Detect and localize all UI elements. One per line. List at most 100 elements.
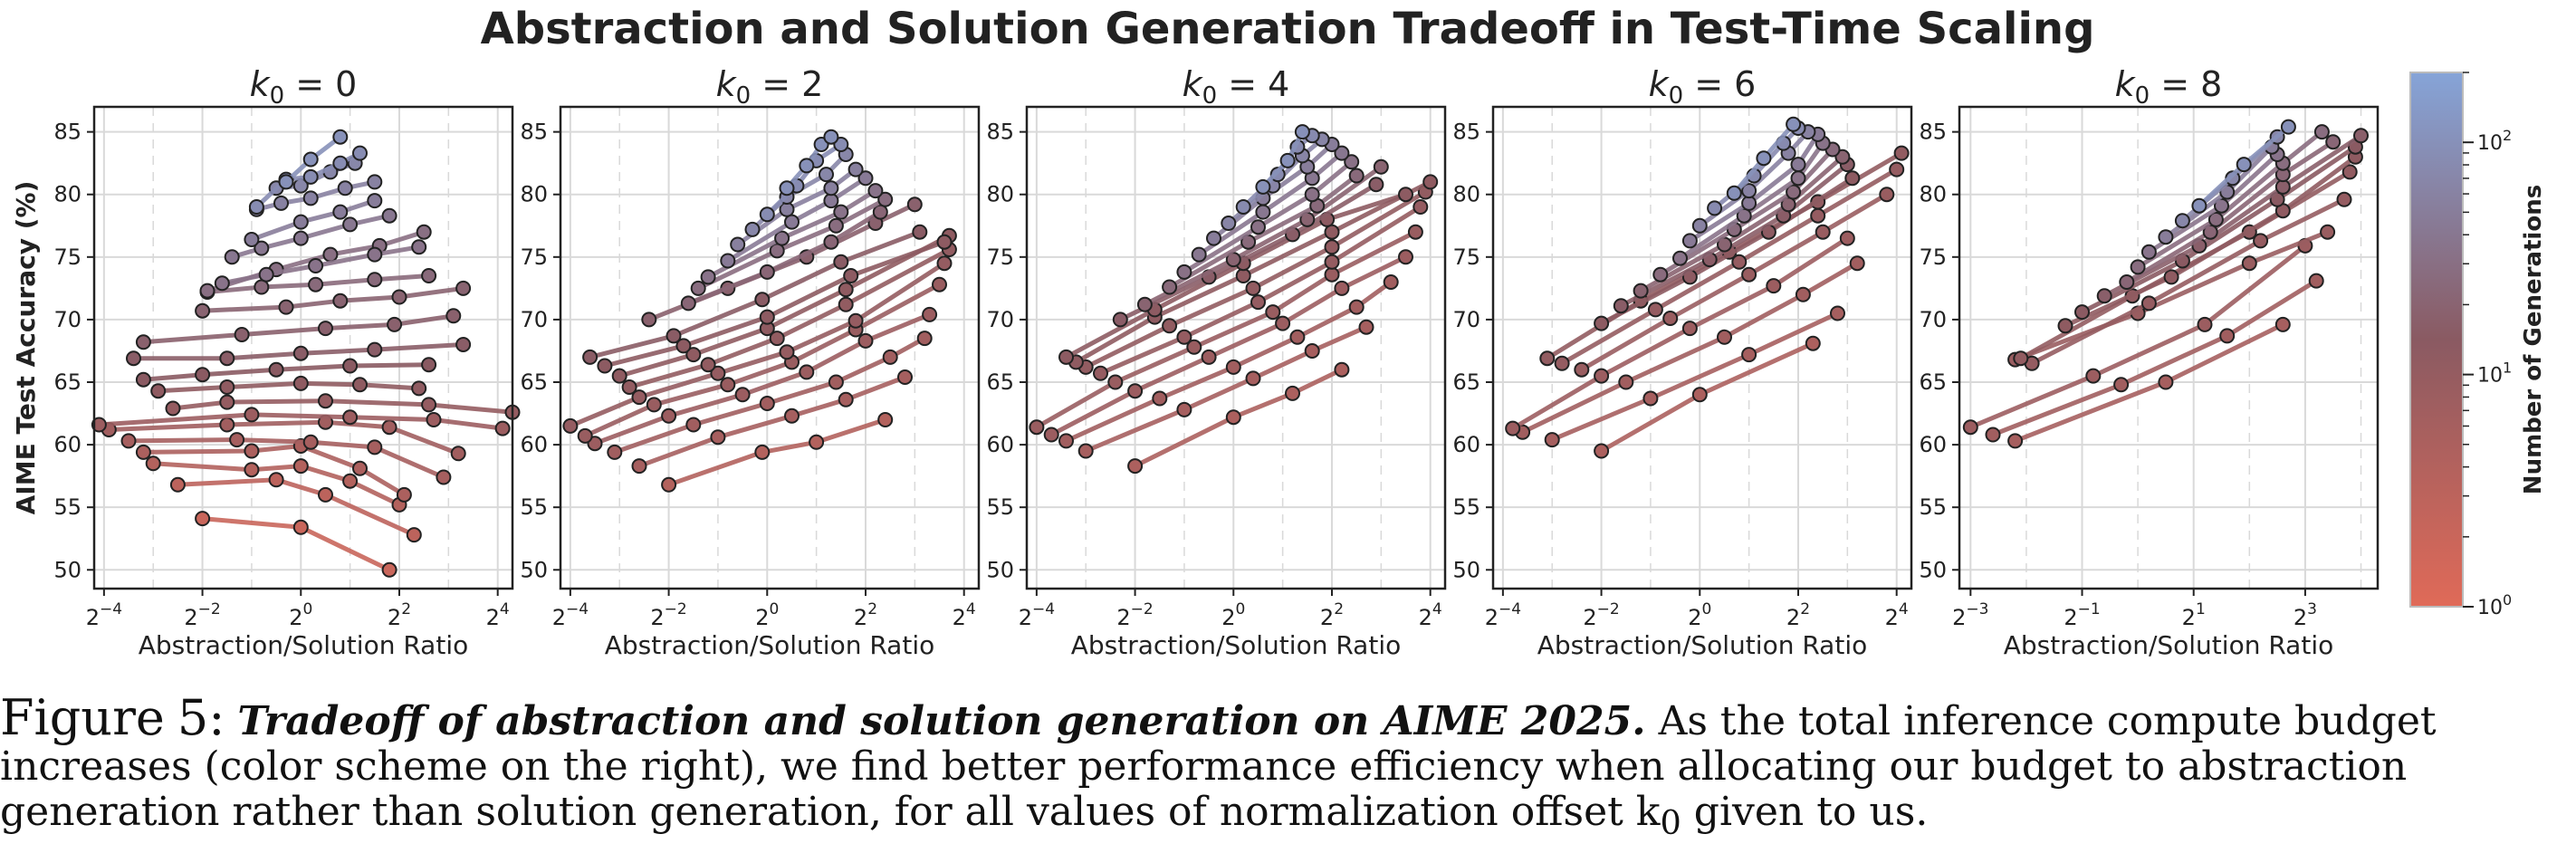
data-point (342, 216, 359, 233)
x-axis-label: Abstraction/Solution Ratio (139, 630, 468, 660)
data-point (367, 272, 383, 288)
plot-frame (1025, 105, 1447, 590)
data-point (754, 292, 771, 308)
data-point (292, 230, 309, 246)
data-point (219, 379, 235, 395)
data-point (2163, 269, 2179, 285)
figure-canvas: Abstraction and Solution Generation Trad… (11, 4, 2547, 660)
y-tick-label: 85 (520, 120, 548, 145)
data-point (318, 321, 333, 337)
colorbar-tick-label: 100 (2477, 591, 2512, 619)
data-point (1206, 230, 1221, 246)
data-point (367, 439, 383, 455)
series-line (1678, 140, 1825, 261)
data-point (308, 258, 324, 273)
x-tick-label: 21 (2182, 600, 2206, 630)
data-point (1176, 264, 1192, 280)
data-point (779, 180, 795, 197)
data-point (936, 234, 953, 250)
data-point (278, 299, 294, 315)
series-line (2029, 197, 2347, 366)
data-point (2197, 316, 2213, 332)
x-tick-label: 2−4 (552, 600, 589, 630)
data-point (2214, 197, 2229, 214)
data-point (396, 486, 412, 503)
x-tick-label: 24 (1885, 600, 1909, 630)
data-point (195, 367, 211, 383)
data-point (1805, 335, 1821, 351)
data-point (302, 151, 319, 168)
y-tick-label: 80 (520, 182, 548, 207)
y-axis-label: AIME Test Accuracy (%) (11, 181, 41, 515)
data-point (455, 280, 472, 296)
y-tick-label: 75 (1919, 245, 1947, 270)
data-point (936, 255, 953, 272)
series-line (2063, 154, 2358, 329)
data-point (195, 302, 211, 319)
y-tick-label: 55 (1452, 494, 1480, 520)
y-tick-label: 65 (986, 369, 1014, 395)
data-point (1294, 124, 1310, 140)
data-point (258, 266, 274, 283)
data-point (1717, 329, 1732, 345)
data-point (1176, 329, 1192, 345)
data-point (1304, 343, 1320, 359)
series-line (1658, 147, 1835, 277)
y-tick-label: 65 (1919, 369, 1947, 395)
data-point (823, 193, 839, 209)
data-point (1029, 419, 1045, 436)
series-line (1034, 229, 1418, 430)
series-line (1182, 159, 1355, 274)
data-point (823, 234, 839, 250)
series-line (1968, 243, 2308, 430)
y-tick-label: 75 (53, 245, 81, 270)
data-point (318, 486, 333, 503)
data-point (833, 204, 849, 220)
caption-figure-label: Figure (0, 689, 165, 746)
series-line (1638, 154, 1845, 293)
data-point (1985, 427, 2001, 443)
data-point (1058, 349, 1074, 365)
data-point (1255, 178, 1271, 195)
data-point (1879, 187, 1895, 203)
plot-frame (559, 105, 981, 590)
data-point (1324, 254, 1340, 270)
data-point (734, 387, 751, 403)
data-point (332, 129, 349, 145)
data-point (292, 345, 309, 361)
data-point (1265, 304, 1281, 321)
chart-panel-3: 2−4 2−2 20 22 24 50 55 60 65 70 75 80 85 k0 = 6 Abstra… (1452, 64, 1913, 660)
data-point (1412, 199, 1429, 215)
data-point (1731, 254, 1748, 270)
data-point (562, 417, 579, 434)
data-point (411, 380, 427, 397)
caption-figure-number: 5: (177, 689, 225, 746)
series-line (705, 188, 878, 280)
data-point (799, 364, 815, 380)
data-point (1707, 200, 1723, 216)
data-point (2353, 128, 2369, 144)
data-point (582, 349, 599, 365)
data-point (367, 246, 383, 263)
y-tick-label: 80 (53, 182, 81, 207)
data-point (809, 434, 825, 450)
y-ticks: 50 55 60 65 70 75 80 85 (986, 120, 1027, 582)
data-point (685, 347, 702, 363)
data-point (445, 308, 462, 324)
data-point (2085, 368, 2102, 384)
data-point (759, 396, 775, 411)
data-point (2158, 229, 2174, 245)
data-point (1358, 319, 1374, 335)
data-point (2219, 328, 2236, 344)
data-point (1790, 170, 1806, 187)
data-point (621, 379, 637, 395)
data-point (308, 276, 324, 292)
data-point (244, 407, 260, 423)
y-ticks: 50 55 60 65 70 75 80 85 (1919, 120, 1959, 582)
data-point (150, 383, 167, 399)
data-point (774, 230, 790, 246)
x-tick-label: 2−2 (184, 600, 220, 630)
chart-panel-0: 2−4 2−2 20 22 24 50 55 60 65 70 75 80 85 k0 = 0 Abstra… (11, 64, 521, 660)
data-point (784, 214, 800, 230)
data-point (1839, 230, 1855, 246)
